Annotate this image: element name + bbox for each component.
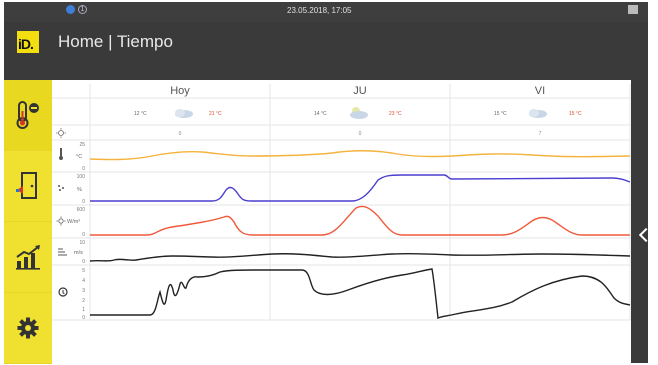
rain-tick-3: 3 xyxy=(82,288,85,294)
radiation-unit: W/m² xyxy=(67,219,80,225)
cloud-icon xyxy=(529,109,547,118)
header: iD. Home | Tiempo xyxy=(4,22,648,80)
rain-line xyxy=(90,268,631,320)
sidebar-item-settings[interactable] xyxy=(4,293,52,364)
thermometer-icon xyxy=(16,101,39,129)
day-label-thu: JU xyxy=(353,85,367,97)
window-corner-icon[interactable] xyxy=(628,5,638,14)
rain-tick-1: 1 xyxy=(82,307,85,313)
rain-gauge-icon xyxy=(58,287,68,297)
status-indicator-icon xyxy=(66,5,75,14)
humidity-tick-max: 100 xyxy=(77,174,86,180)
day-label-today: Hoy xyxy=(170,85,190,97)
radiation-tick-max: 600 xyxy=(77,207,86,213)
status-bar: 1 23.05.2018, 17:05 xyxy=(4,2,648,22)
radiation-line xyxy=(90,205,630,236)
temperature-unit: °C xyxy=(76,154,82,160)
weather-forecast-chart: Hoy JU VI 12 °C 21 °C 14 °C 23 °C 15 °C … xyxy=(52,84,631,321)
sidebar-item-door[interactable] xyxy=(4,151,52,222)
sun-value-thu: 0 xyxy=(359,131,362,137)
temp-high-fri: 15 °C xyxy=(569,111,582,117)
wind-icon xyxy=(58,248,67,256)
sidebar xyxy=(4,80,52,364)
page-title: Home | Tiempo xyxy=(58,32,173,51)
status-indicators: 1 xyxy=(66,5,87,14)
sidebar-item-statistics[interactable] xyxy=(4,222,52,293)
sun-icon xyxy=(56,216,66,226)
sidebar-item-climate[interactable] xyxy=(4,80,52,151)
temp-high-thu: 23 °C xyxy=(389,111,402,117)
wind-tick-min: 0 xyxy=(82,259,85,265)
wind-unit: m/s xyxy=(74,250,83,256)
thermometer-icon xyxy=(59,148,63,160)
weather-panel: Hoy JU VI 12 °C 21 °C 14 °C 23 °C 15 °C … xyxy=(52,80,631,363)
notification-count-icon[interactable]: 1 xyxy=(78,5,87,14)
temperature-tick-min: 0 xyxy=(82,166,85,172)
sun-cloud-icon xyxy=(350,107,368,119)
rain-tick-0: 0 xyxy=(82,315,85,321)
bar-chart-icon xyxy=(16,245,40,270)
temp-low-fri: 15 °C xyxy=(494,111,507,117)
temperature-line xyxy=(89,150,631,161)
cloud-icon xyxy=(175,109,193,118)
temp-high-today: 21 °C xyxy=(209,111,222,117)
temp-low-today: 12 °C xyxy=(134,111,147,117)
humidity-tick-min: 0 xyxy=(82,199,85,205)
sun-value-fri: 7 xyxy=(539,131,542,137)
radiation-tick-min: 0 xyxy=(82,232,85,238)
humidity-icon xyxy=(58,185,64,191)
rain-tick-4: 4 xyxy=(82,278,85,284)
humidity-line xyxy=(90,174,631,202)
temperature-tick-max: 25 xyxy=(79,142,85,148)
rain-tick-2: 2 xyxy=(82,298,85,304)
sun-value-today: 0 xyxy=(179,131,182,137)
wind-line xyxy=(89,252,631,262)
logo-text: iD. xyxy=(18,36,34,52)
rain-tick-5: 5 xyxy=(82,268,85,274)
door-icon xyxy=(16,172,37,199)
logo: iD. xyxy=(17,31,39,53)
gear-icon xyxy=(17,317,39,339)
day-label-fri: VI xyxy=(535,85,545,97)
wind-tick-max: 10 xyxy=(79,240,85,246)
side-panel-handle[interactable] xyxy=(631,80,648,363)
chart-grid xyxy=(52,84,631,321)
temp-low-thu: 14 °C xyxy=(314,111,327,117)
sun-icon xyxy=(56,128,66,138)
status-datetime: 23.05.2018, 17:05 xyxy=(287,6,352,15)
humidity-unit: % xyxy=(77,187,82,193)
